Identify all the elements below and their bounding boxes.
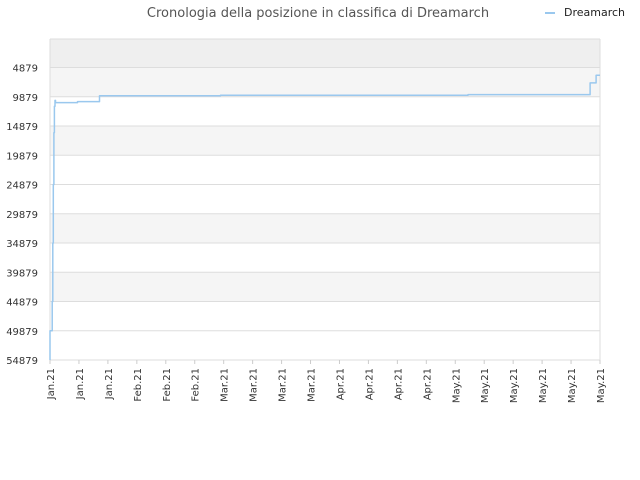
y-tick-label: 14879 [6, 122, 38, 133]
x-tick-label: May.21 [538, 368, 549, 403]
plot-band [50, 126, 600, 156]
series-line-dreamarch [49, 74, 600, 360]
x-tick-label: May.21 [596, 368, 607, 403]
y-tick-label: 24879 [6, 181, 38, 192]
plot-band [50, 330, 600, 360]
x-tick-label: Mar.21 [249, 368, 260, 402]
x-tick-label: Feb.21 [191, 368, 202, 402]
legend: Dreamarch [545, 6, 625, 19]
plot-background-bands [50, 39, 600, 360]
x-axis: Jan.21 Jan.21 Jan.21 Feb.21 Feb.21 Feb.21 Mar.… [46, 360, 607, 403]
x-tick-label: Jan.21 [104, 368, 115, 400]
x-tick-label: Mar.21 [278, 368, 289, 402]
x-tick-label: May.21 [451, 368, 462, 403]
y-tick-label: 29879 [6, 210, 38, 221]
x-tick-label: Feb.21 [162, 368, 173, 402]
chart-title: Cronologia della posizione in classifica… [147, 6, 489, 21]
legend-label-dreamarch: Dreamarch [564, 6, 625, 19]
x-tick-label: Jan.21 [46, 368, 57, 400]
x-tick-label: Apr.21 [422, 368, 433, 400]
series-layer [49, 74, 600, 360]
grid-lines [49, 38, 601, 361]
y-tick-label: 4879 [13, 64, 38, 75]
y-tick-label: 39879 [6, 268, 38, 279]
x-tick-label: May.21 [480, 368, 491, 403]
plot-band [50, 184, 600, 214]
plot-band [50, 213, 600, 244]
x-tick-label: Apr.21 [335, 368, 346, 400]
plot-band [50, 155, 600, 185]
y-tick-label: 54879 [6, 356, 38, 367]
plot-band [50, 39, 600, 68]
y-axis: 4879 9879 14879 19879 24879 29879 34879 39879 44… [6, 64, 38, 367]
y-tick-label: 19879 [6, 151, 38, 162]
plot-band [50, 67, 600, 97]
x-tick-label: Apr.21 [393, 368, 404, 400]
plot-band [50, 96, 600, 127]
y-tick-label: 49879 [6, 327, 38, 338]
y-tick-label: 44879 [6, 298, 38, 309]
x-tick-label: Apr.21 [364, 368, 375, 400]
y-tick-label: 34879 [6, 239, 38, 250]
x-tick-label: Mar.21 [307, 368, 318, 402]
x-tick-label: Jan.21 [75, 368, 86, 400]
y-tick-label: 9879 [13, 93, 38, 104]
x-tick-label: Mar.21 [220, 368, 231, 402]
x-tick-label: Feb.21 [133, 368, 144, 402]
plot-band [50, 272, 600, 302]
plot-band [50, 243, 600, 273]
x-tick-label: May.21 [567, 368, 578, 403]
x-tick-label: May.21 [509, 368, 520, 403]
plot-band [50, 301, 600, 331]
